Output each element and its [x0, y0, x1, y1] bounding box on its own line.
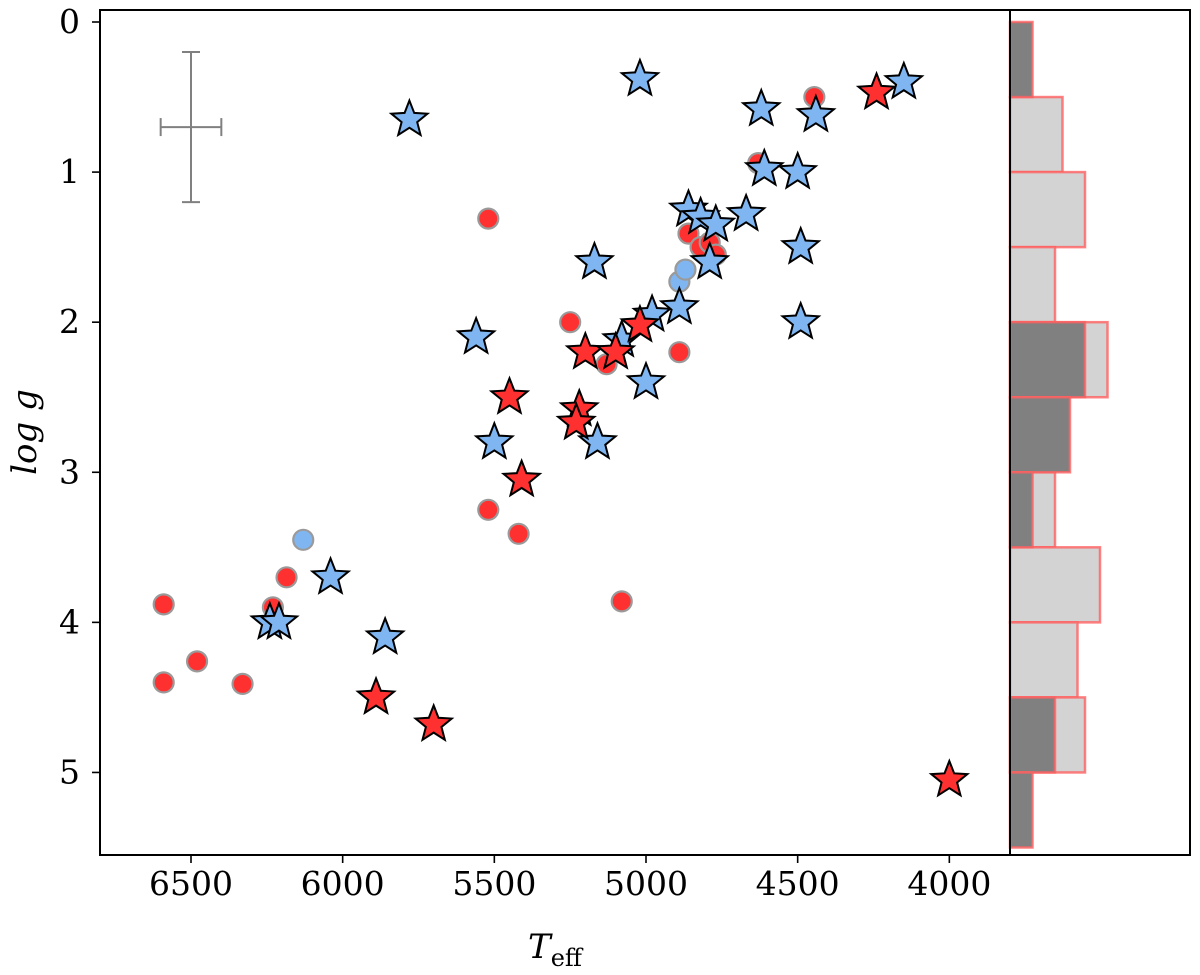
x-axis-label: Teff	[528, 927, 584, 972]
blue-circle-point	[292, 528, 315, 551]
blue-star-point	[258, 600, 300, 640]
blue-star-point	[658, 285, 701, 325]
histogram-dark-bar	[1008, 471, 1034, 549]
y-axis-label: log g	[5, 389, 45, 475]
y-axis-ticks: 0 1 2 3 4 5	[59, 2, 100, 791]
y-tick-label: 0	[59, 2, 80, 41]
blue-star-point	[725, 192, 767, 232]
histogram-light-bar	[1008, 170, 1087, 249]
red-circle-point	[559, 311, 582, 334]
histogram-dark-bar	[1008, 20, 1034, 99]
red-star-point	[855, 70, 898, 111]
y-tick-label: 2	[59, 302, 80, 341]
red-circle-point	[152, 593, 175, 616]
scatter-marks	[152, 57, 971, 798]
red-circle-point	[610, 590, 633, 613]
red-star-point	[619, 303, 661, 343]
blue-star-point	[695, 202, 737, 243]
histogram-dark-bar	[1008, 320, 1087, 399]
x-tick-label: 6000	[301, 864, 385, 903]
blue-star-point	[776, 150, 819, 190]
red-circle-point	[477, 207, 500, 230]
blue-star-point	[619, 57, 661, 97]
blue-star-point	[780, 300, 822, 340]
x-tick-label: 4500	[756, 864, 840, 903]
x-tick-label: 5000	[604, 864, 688, 903]
y-tick-label: 5	[59, 752, 80, 791]
blue-star-point	[573, 240, 616, 280]
red-circle-point	[668, 341, 691, 364]
red-circle-point	[185, 650, 209, 673]
blue-star-point	[740, 87, 782, 127]
histogram-light-bar	[1008, 621, 1079, 699]
y-tick-label: 4	[59, 602, 80, 641]
histogram-panel	[1008, 9, 1191, 856]
histogram-dark-bar	[1008, 771, 1034, 849]
x-axis-label-subscript: eff	[551, 944, 584, 972]
scatter-panel: 6500 6000 5500 5000 4500 4000 0 1 2 3 4 5	[59, 2, 1011, 903]
blue-star-point	[473, 420, 516, 460]
red-star-point	[488, 375, 531, 415]
blue-star-point	[309, 555, 352, 595]
red-star-point	[412, 702, 455, 743]
red-circle-point	[231, 672, 254, 695]
blue-star-point	[883, 60, 925, 100]
red-circle-point	[152, 671, 175, 694]
blue-star-point	[388, 97, 431, 138]
red-star-point	[594, 330, 637, 370]
blue-star-point	[795, 93, 837, 133]
x-axis-ticks: 6500 6000 5500 5000 4500 4000	[149, 855, 991, 903]
histogram-light-bar	[1008, 245, 1057, 324]
red-star-point	[928, 758, 971, 798]
histogram-light-bar	[1008, 546, 1102, 624]
histogram-bars	[1008, 20, 1109, 849]
blue-star-point	[743, 147, 785, 187]
blue-star-point	[364, 615, 406, 655]
red-star-point	[500, 458, 543, 498]
histogram-frame	[1009, 9, 1191, 856]
red-star-point	[355, 675, 397, 716]
blue-star-point	[780, 225, 822, 265]
blue-star-point	[455, 315, 497, 355]
error-bar-indicator	[159, 51, 223, 204]
blue-circle-point	[674, 258, 697, 281]
blue-star-point	[625, 360, 667, 400]
x-tick-label: 4000	[907, 864, 991, 903]
red-circle-point	[477, 498, 500, 521]
histogram-dark-bar	[1008, 696, 1057, 774]
y-tick-label: 3	[59, 452, 80, 491]
red-circle-point	[275, 566, 298, 589]
y-tick-label: 1	[59, 152, 80, 191]
red-circle-point	[507, 522, 530, 545]
blue-star-point	[689, 240, 731, 280]
x-tick-label: 5500	[452, 864, 536, 903]
histogram-dark-bar	[1008, 395, 1072, 474]
histogram-light-bar	[1008, 95, 1064, 174]
x-tick-label: 6500	[149, 864, 233, 903]
red-star-point	[555, 400, 597, 441]
scatter-plot-frame	[99, 9, 1011, 856]
